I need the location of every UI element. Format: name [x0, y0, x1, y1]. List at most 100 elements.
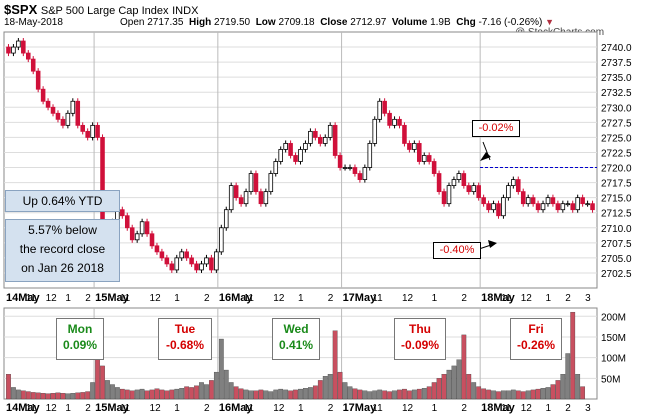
candle-body: [580, 197, 585, 205]
volume-bar: [199, 382, 204, 400]
volume-bar: [139, 388, 145, 400]
volume-bar: [402, 388, 407, 400]
x-tick-label-bottom: 12: [402, 403, 414, 414]
volume-bar: [184, 386, 190, 400]
candle-body: [189, 257, 194, 265]
price-tick-label: 2732.5: [601, 88, 632, 99]
candle-body: [332, 124, 338, 156]
candle-body: [149, 233, 155, 247]
x-tick-label-top: 11: [501, 293, 512, 304]
volume-bar: [100, 365, 105, 400]
candle-body: [278, 149, 283, 162]
price-tick-label: 2712.5: [601, 209, 632, 220]
candle-body: [570, 203, 576, 211]
price-tick-label: 2725.0: [601, 133, 632, 144]
candle-body: [357, 173, 363, 180]
candle-body: [65, 112, 71, 126]
day-pct: 0.41%: [278, 338, 314, 352]
volume-bar: [575, 374, 581, 400]
volume-bar: [451, 365, 457, 400]
candle-body: [243, 191, 249, 205]
x-tick-label-top: 1: [432, 293, 438, 304]
volume-bar: [303, 388, 308, 400]
volume-bar: [149, 389, 155, 400]
candle-body: [11, 46, 16, 54]
volume-bar: [154, 388, 160, 400]
candle-body: [204, 257, 209, 265]
candle-body: [129, 227, 135, 241]
volume-bar: [515, 390, 521, 400]
volume-bar: [248, 390, 254, 400]
volume-bar: [565, 353, 571, 400]
volume-bar: [273, 389, 279, 400]
x-tick-label-top: 15May: [95, 292, 130, 304]
candle-body: [342, 167, 348, 169]
candle-body: [95, 124, 100, 138]
volume-bar: [288, 390, 293, 400]
volume-bar: [357, 389, 363, 400]
high-callout: -0.02%: [472, 120, 520, 137]
volume-bar: [268, 391, 274, 400]
x-tick-label-bottom: 2: [461, 403, 467, 414]
x-tick-label-top: 2: [328, 293, 334, 304]
volume-bar: [30, 392, 36, 400]
candle-body: [352, 167, 358, 174]
volume-bar: [411, 389, 417, 400]
volume-label: Volume: [391, 17, 428, 28]
price-tick-label: 2702.5: [601, 269, 632, 280]
price-tick-label: 2740.0: [601, 43, 632, 54]
volume-bar: [446, 369, 452, 400]
candle-body: [392, 118, 397, 126]
volume-bar: [327, 374, 333, 400]
volume-bar: [317, 380, 323, 400]
volume-bar: [60, 393, 66, 400]
x-tick-label-bottom: 2: [85, 403, 91, 414]
record-line-3: on Jan 26 2018: [21, 261, 104, 275]
candle-body: [45, 100, 51, 108]
volume-bar: [80, 392, 86, 400]
candle-body: [219, 227, 224, 253]
candle-body: [238, 197, 244, 205]
low-label: Low: [255, 17, 276, 28]
volume-bar: [174, 388, 180, 400]
volume-bar: [332, 330, 338, 400]
candle-body: [228, 185, 234, 211]
candle-body: [80, 124, 85, 132]
volume-bar: [312, 385, 318, 400]
volume-bar: [35, 392, 41, 400]
candle-body: [525, 197, 531, 205]
candle-body: [174, 257, 180, 271]
volume-bar: [253, 390, 259, 400]
low-callout-arrowhead: [488, 240, 497, 248]
candle-body: [30, 58, 36, 72]
candle-body: [248, 173, 254, 193]
volume-bar: [397, 389, 402, 400]
day-box-thu: Thu -0.09%: [394, 318, 446, 360]
candle-body: [407, 143, 412, 150]
candle-body: [367, 143, 373, 168]
price-tick-label: 2722.5: [601, 148, 632, 159]
candle-body: [481, 197, 486, 205]
volume-bar: [431, 382, 437, 400]
volume-bar: [110, 384, 115, 400]
ytd-note: Up 0.64% YTD: [5, 190, 120, 212]
price-tick-label: 2715.0: [601, 194, 632, 205]
volume-bar: [352, 388, 358, 400]
volume-bar: [283, 389, 289, 400]
candle-body: [6, 46, 11, 54]
volume-bar: [530, 389, 536, 400]
candle-body: [40, 88, 46, 102]
candle-body: [139, 221, 145, 235]
volume-bar: [308, 387, 313, 400]
candle-body: [308, 130, 313, 144]
volume-bar: [570, 311, 576, 400]
volume-bar: [456, 359, 462, 400]
day-name: Thu: [409, 322, 431, 336]
candle-body: [60, 118, 66, 126]
low-value: 2709.18: [278, 17, 315, 28]
candle-body: [511, 179, 516, 187]
candle-body: [258, 191, 264, 205]
volume-bar: [124, 389, 130, 400]
candle-body: [421, 155, 427, 162]
